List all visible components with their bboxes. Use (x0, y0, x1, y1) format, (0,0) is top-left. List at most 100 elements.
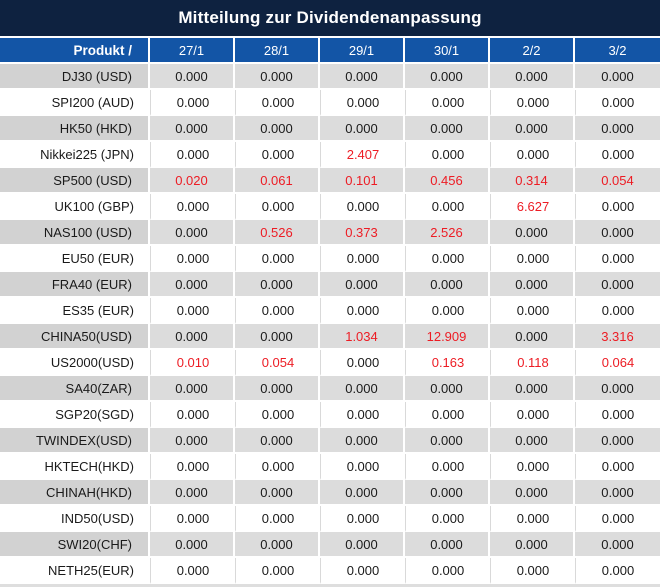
product-label: EU50 (EUR) (0, 246, 150, 272)
dividend-value-cell: 0.000 (575, 454, 660, 480)
table-row: NETH25(EUR) 0.000 0.000 0.000 0.000 0.000 0.00… (0, 558, 660, 584)
dividend-value-cell: 0.456 (405, 168, 490, 194)
dividend-value-cell: 2.526 (405, 220, 490, 246)
dividend-value-cell: 0.000 (575, 428, 660, 454)
dividend-value-cell: 0.101 (320, 168, 405, 194)
dividend-value-cell: 0.163 (405, 350, 490, 376)
table-row: US2000(USD) 0.010 0.054 0.000 0.163 0.118 0.06… (0, 350, 660, 376)
dividend-value-cell: 0.000 (490, 428, 575, 454)
dividend-value-cell: 0.000 (150, 64, 235, 90)
dividend-value-cell: 0.000 (320, 116, 405, 142)
dividend-value-cell: 0.000 (320, 376, 405, 402)
dividend-value-cell: 0.000 (405, 558, 490, 584)
table-row: SGP20(SGD) 0.000 0.000 0.000 0.000 0.000 0.000 (0, 402, 660, 428)
dividend-value-cell: 0.000 (320, 532, 405, 558)
dividend-value-cell: 0.118 (490, 350, 575, 376)
dividend-value-cell: 12.909 (405, 324, 490, 350)
product-label: NETH25(EUR) (0, 558, 150, 584)
table-body: DJ30 (USD) 0.000 0.000 0.000 0.000 0.000 0.000… (0, 64, 660, 584)
dividend-value-cell: 0.000 (490, 324, 575, 350)
dividend-value-cell: 0.000 (575, 116, 660, 142)
dividend-value-cell: 0.000 (150, 558, 235, 584)
dividend-value-cell: 0.000 (235, 402, 320, 428)
dividend-value-cell: 0.000 (320, 480, 405, 506)
dividend-value-cell: 0.000 (235, 376, 320, 402)
product-label: HK50 (HKD) (0, 116, 150, 142)
table-row: SA40(ZAR) 0.000 0.000 0.000 0.000 0.000 0.000 (0, 376, 660, 402)
dividend-value-cell: 0.000 (150, 246, 235, 272)
dividend-value-cell: 0.000 (490, 64, 575, 90)
dividend-value-cell: 0.000 (405, 454, 490, 480)
dividend-value-cell: 0.000 (575, 246, 660, 272)
dividend-value-cell: 0.000 (235, 428, 320, 454)
dividend-value-cell: 0.000 (150, 532, 235, 558)
table-row: NAS100 (USD) 0.000 0.526 0.373 2.526 0.000 0.0… (0, 220, 660, 246)
dividend-value-cell: 0.000 (150, 142, 235, 168)
dividend-value-cell: 0.000 (490, 376, 575, 402)
dividend-value-cell: 0.314 (490, 168, 575, 194)
dividend-value-cell: 0.000 (150, 194, 235, 220)
dividend-value-cell: 0.000 (490, 558, 575, 584)
dividend-value-cell: 0.000 (405, 402, 490, 428)
dividend-value-cell: 0.526 (235, 220, 320, 246)
product-label: CHINAH(HKD) (0, 480, 150, 506)
dividend-value-cell: 0.000 (575, 558, 660, 584)
dividend-value-cell: 0.000 (150, 506, 235, 532)
dividend-value-cell: 0.000 (405, 480, 490, 506)
table-row: DJ30 (USD) 0.000 0.000 0.000 0.000 0.000 0.000 (0, 64, 660, 90)
product-label: SA40(ZAR) (0, 376, 150, 402)
product-label: TWINDEX(USD) (0, 428, 150, 454)
dividend-value-cell: 0.000 (150, 480, 235, 506)
dividend-value-cell: 0.000 (235, 64, 320, 90)
date-column-header: 2/2 (490, 38, 575, 64)
header-row: Produkt / 27/1 28/1 29/1 30/1 2/2 3/2 (0, 38, 660, 64)
dividend-value-cell: 0.000 (490, 506, 575, 532)
dividend-value-cell: 0.000 (150, 272, 235, 298)
dividend-value-cell: 0.000 (405, 142, 490, 168)
dividend-value-cell: 0.000 (405, 194, 490, 220)
dividend-value-cell: 0.000 (150, 298, 235, 324)
product-label: ES35 (EUR) (0, 298, 150, 324)
dividend-value-cell: 0.000 (235, 480, 320, 506)
dividend-value-cell: 0.000 (490, 298, 575, 324)
product-label: UK100 (GBP) (0, 194, 150, 220)
dividend-value-cell: 0.000 (320, 64, 405, 90)
dividend-value-cell: 0.000 (405, 246, 490, 272)
dividend-value-cell: 0.000 (405, 506, 490, 532)
dividend-value-cell: 0.000 (405, 90, 490, 116)
dividend-value-cell: 0.000 (150, 376, 235, 402)
dividend-value-cell: 0.010 (150, 350, 235, 376)
product-label: US2000(USD) (0, 350, 150, 376)
dividend-value-cell: 0.000 (575, 142, 660, 168)
dividend-value-cell: 0.000 (575, 194, 660, 220)
table-row: IND50(USD) 0.000 0.000 0.000 0.000 0.000 0.000 (0, 506, 660, 532)
table-row: FRA40 (EUR) 0.000 0.000 0.000 0.000 0.000 0.00… (0, 272, 660, 298)
dividend-value-cell: 0.000 (575, 506, 660, 532)
dividend-value-cell: 0.000 (405, 532, 490, 558)
dividend-value-cell: 0.000 (575, 64, 660, 90)
product-label: CHINA50(USD) (0, 324, 150, 350)
dividend-value-cell: 0.020 (150, 168, 235, 194)
dividend-value-cell: 0.000 (575, 480, 660, 506)
dividend-value-cell: 0.000 (575, 220, 660, 246)
dividend-value-cell: 0.000 (490, 116, 575, 142)
dividend-value-cell: 0.000 (320, 454, 405, 480)
table-row: HK50 (HKD) 0.000 0.000 0.000 0.000 0.000 0.000 (0, 116, 660, 142)
dividend-value-cell: 0.000 (405, 64, 490, 90)
product-label: DJ30 (USD) (0, 64, 150, 90)
table-row: CHINAH(HKD) 0.000 0.000 0.000 0.000 0.000 0.00… (0, 480, 660, 506)
dividend-value-cell: 0.000 (235, 298, 320, 324)
product-label: SP500 (USD) (0, 168, 150, 194)
date-column-header: 28/1 (235, 38, 320, 64)
date-column-header: 30/1 (405, 38, 490, 64)
product-label: SWI20(CHF) (0, 532, 150, 558)
dividend-value-cell: 0.373 (320, 220, 405, 246)
product-label: Nikkei225 (JPN) (0, 142, 150, 168)
dividend-value-cell: 0.000 (575, 90, 660, 116)
dividend-value-cell: 0.000 (490, 480, 575, 506)
product-label: FRA40 (EUR) (0, 272, 150, 298)
dividend-value-cell: 0.000 (235, 558, 320, 584)
dividend-value-cell: 0.000 (490, 272, 575, 298)
table-row: HKTECH(HKD) 0.000 0.000 0.000 0.000 0.000 0.00… (0, 454, 660, 480)
table-row: CHINA50(USD) 0.000 0.000 1.034 12.909 0.000 3.… (0, 324, 660, 350)
